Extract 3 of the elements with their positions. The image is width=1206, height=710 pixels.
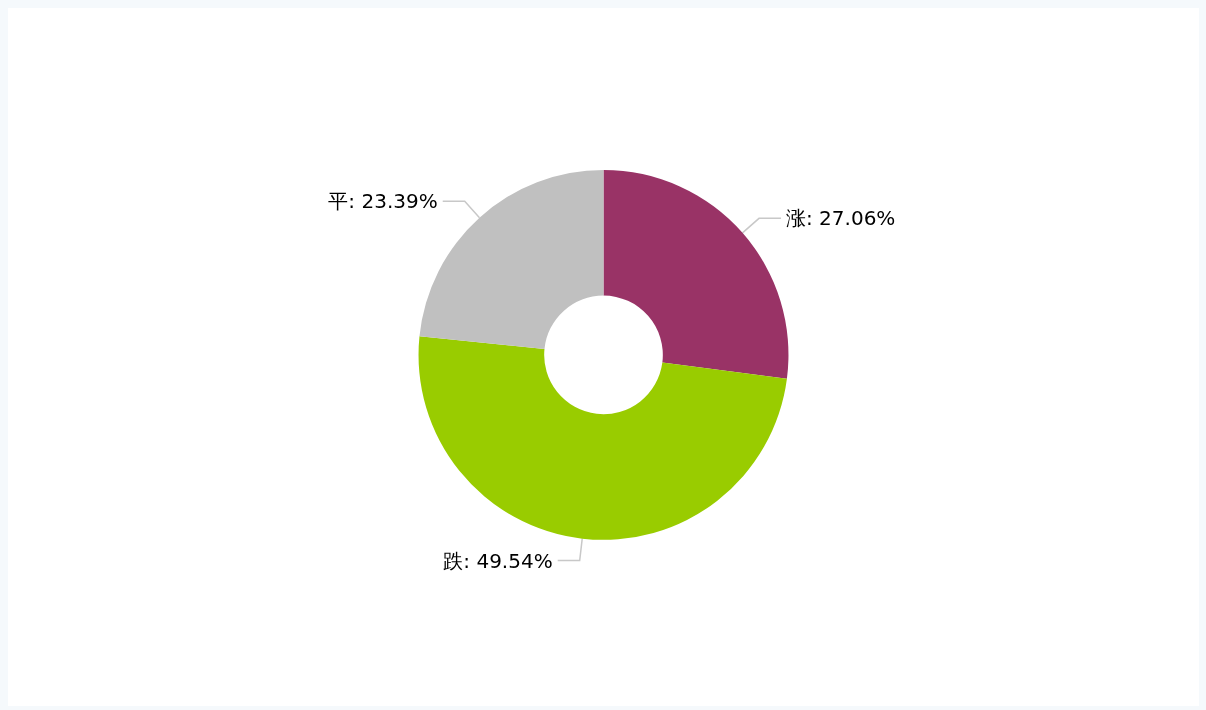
slice-label: 涨: 27.06% (786, 206, 896, 231)
slice-label: 平: 23.39% (328, 189, 438, 214)
slice-label: 跌: 49.54% (443, 548, 553, 573)
